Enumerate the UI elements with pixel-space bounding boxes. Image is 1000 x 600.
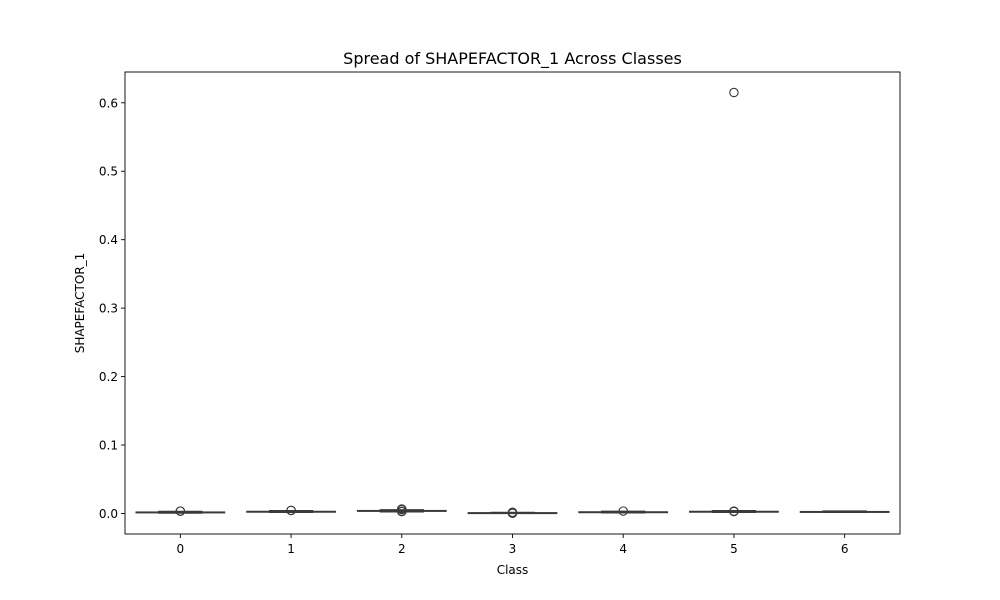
y-tick-label: 0.6	[99, 96, 118, 110]
x-tick-label: 1	[287, 542, 295, 556]
x-tick-label: 6	[841, 542, 849, 556]
plot-area	[135, 87, 890, 519]
y-axis-label: SHAPEFACTOR_1	[73, 253, 87, 354]
x-axis-ticks: 0 1 2 3 4 5 6	[177, 534, 849, 556]
x-tick-label: 4	[619, 542, 627, 556]
outlier-point	[397, 504, 407, 514]
box-group-class-3	[467, 507, 558, 519]
box-group-class-4	[578, 506, 669, 516]
box-group-class-5	[689, 87, 779, 517]
box-group-class-2	[356, 504, 447, 517]
x-tick-label: 3	[509, 542, 517, 556]
outlier-point	[729, 506, 739, 516]
y-tick-label: 0.1	[99, 439, 118, 453]
outlier-point	[729, 87, 739, 98]
y-tick-label: 0.3	[99, 302, 118, 316]
chart-title: Spread of SHAPEFACTOR_1 Across Classes	[343, 49, 682, 69]
outlier-point	[175, 506, 186, 516]
y-tick-label: 0.2	[99, 370, 118, 384]
y-axis-ticks: 0.0 0.1 0.2 0.3 0.4 0.5 0.6	[99, 96, 125, 521]
outlier-point	[286, 505, 296, 516]
box-group-class-0	[135, 506, 226, 516]
box-group-class-6	[799, 510, 890, 513]
outlier-point	[618, 506, 628, 516]
box-group-class-1	[246, 505, 336, 516]
y-tick-label: 0.5	[99, 165, 118, 179]
x-tick-label: 2	[398, 542, 406, 556]
x-axis-label: Class	[497, 563, 529, 577]
x-tick-label: 0	[177, 542, 185, 556]
outlier-point	[507, 507, 518, 518]
y-tick-label: 0.4	[99, 233, 118, 247]
y-tick-label: 0.0	[99, 507, 118, 521]
x-tick-label: 5	[730, 542, 738, 556]
